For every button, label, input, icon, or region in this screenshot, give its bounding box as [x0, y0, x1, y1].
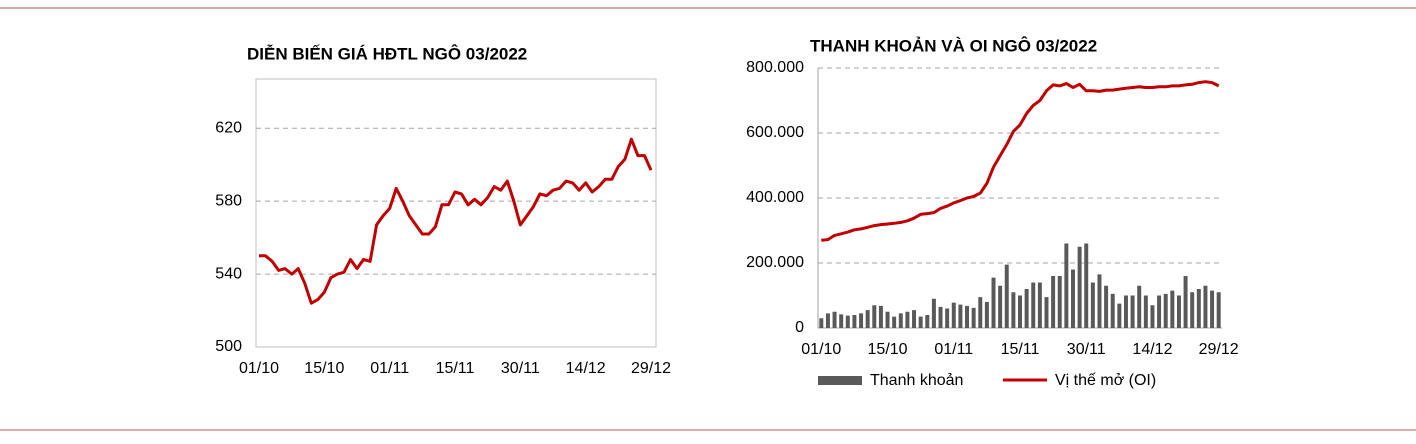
bar — [1031, 282, 1036, 328]
y-tick-label: 0 — [795, 319, 804, 336]
x-tick-label: 14/12 — [1132, 341, 1172, 358]
bar — [1011, 292, 1016, 328]
x-tick-label: 30/11 — [501, 360, 540, 377]
y-tick-label: 620 — [215, 119, 242, 136]
bar — [1051, 276, 1056, 328]
bar — [925, 315, 930, 328]
bar — [1084, 243, 1089, 328]
bar — [1044, 297, 1049, 328]
x-tick-label: 01/11 — [370, 360, 409, 377]
bar — [878, 305, 883, 328]
bar — [832, 311, 837, 328]
bar — [1123, 295, 1128, 328]
bar — [825, 313, 830, 328]
legend-label: Vị thế mở (OI) — [1055, 372, 1156, 389]
x-tick-label: 29/12 — [631, 360, 671, 377]
bar — [872, 305, 877, 328]
bar — [1037, 282, 1042, 328]
x-tick-label: 01/11 — [934, 341, 973, 358]
bar — [1190, 292, 1195, 328]
bar — [1077, 246, 1082, 328]
bar — [998, 285, 1003, 328]
plot-frame — [255, 78, 657, 348]
bar — [1176, 295, 1181, 328]
bar — [1024, 289, 1029, 328]
bar — [978, 297, 983, 328]
bar — [1110, 293, 1115, 328]
x-tick-label: 15/10 — [304, 360, 344, 377]
bar — [945, 308, 950, 328]
bar — [912, 310, 917, 328]
bar — [951, 302, 956, 328]
bar — [1216, 292, 1221, 328]
y-tick-label: 580 — [215, 192, 242, 209]
bar — [1104, 285, 1109, 328]
bar — [1203, 285, 1208, 328]
bar — [1070, 269, 1075, 328]
bar — [1117, 303, 1122, 328]
bar — [885, 311, 890, 328]
chart-title: THANH KHOẢN VÀ OI NGÔ 03/2022 — [810, 36, 1097, 55]
y-tick-label: 500 — [215, 338, 242, 355]
bar — [898, 313, 903, 328]
bar — [958, 304, 963, 328]
bar — [1090, 282, 1095, 328]
y-tick-label: 600.000 — [746, 124, 804, 141]
bar — [1064, 243, 1069, 328]
bar — [845, 315, 850, 328]
bar — [819, 318, 824, 328]
bar — [905, 311, 910, 328]
bar — [1196, 289, 1201, 328]
bar — [1097, 274, 1102, 328]
x-tick-label: 01/10 — [239, 360, 279, 377]
bar — [931, 298, 936, 328]
line — [821, 80, 1220, 242]
bar — [1163, 293, 1168, 328]
bar — [1130, 295, 1135, 328]
bar — [852, 315, 857, 328]
bar — [991, 277, 996, 328]
y-tick-label: 800.000 — [746, 59, 804, 76]
y-tick-label: 540 — [215, 265, 242, 282]
bar — [1137, 285, 1142, 328]
chart-title: DIỄN BIẾN GIÁ HĐTL NGÔ 03/2022 — [247, 44, 527, 63]
bar — [1157, 295, 1162, 328]
y-tick-label: 200.000 — [746, 254, 804, 271]
bar — [984, 302, 989, 328]
bar — [1150, 305, 1155, 328]
legend-swatch — [818, 376, 862, 385]
x-tick-label: 15/11 — [1001, 341, 1040, 358]
bar — [918, 316, 923, 328]
bar — [1018, 295, 1022, 328]
x-tick-label: 14/12 — [566, 360, 606, 377]
legend-label: Thanh khoản — [870, 372, 963, 389]
bar — [938, 306, 943, 328]
bar — [865, 310, 870, 328]
bar — [965, 305, 970, 328]
bar — [1183, 276, 1188, 328]
bar — [839, 314, 844, 328]
bar — [892, 316, 897, 328]
line — [259, 137, 653, 305]
bar — [971, 307, 976, 328]
x-tick-label: 29/12 — [1199, 341, 1239, 358]
x-tick-label: 15/10 — [868, 341, 908, 358]
bar — [1170, 290, 1175, 328]
bar — [1210, 290, 1215, 328]
bar — [859, 313, 864, 328]
bar — [1057, 276, 1062, 328]
bar — [1004, 264, 1009, 328]
x-tick-label: 01/10 — [801, 341, 841, 358]
bar — [1143, 295, 1148, 328]
x-tick-label: 30/11 — [1067, 341, 1106, 358]
y-tick-label: 400.000 — [746, 189, 804, 206]
x-tick-label: 15/11 — [436, 360, 475, 377]
